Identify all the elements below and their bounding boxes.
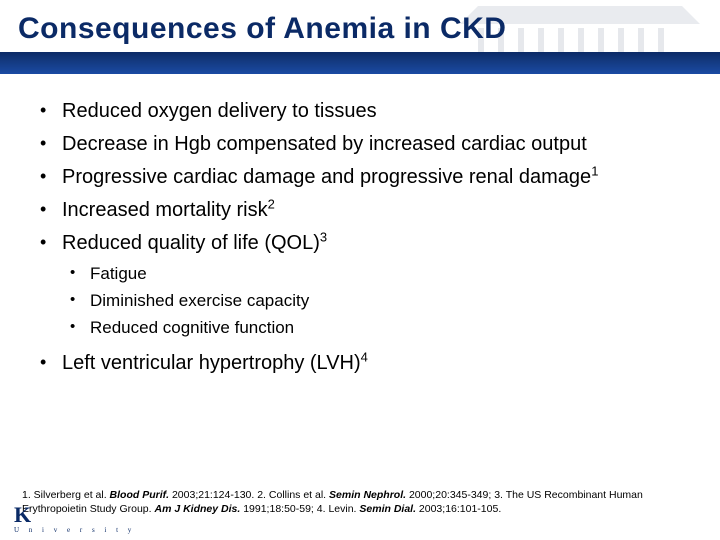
superscript: 3 <box>320 229 327 244</box>
ref-ital: Am J Kidney Dis. <box>155 503 241 515</box>
bullet-list-main: Reduced oxygen delivery to tissues Decre… <box>22 98 698 257</box>
list-item: Increased mortality risk2 <box>22 197 698 224</box>
ref-part: 4. Levin. Semin Dial. 2003;16:101-105. <box>317 503 501 515</box>
list-item: Reduced cognitive function <box>22 317 698 340</box>
ref-ital: Semin Nephrol. <box>329 489 406 501</box>
bullet-text: Reduced cognitive function <box>90 318 294 337</box>
title-bar: Consequences of Anemia in CKD <box>0 0 720 74</box>
ref-tail: 1991;18:50-59; <box>240 503 316 515</box>
logo-subtext: U n i v e r s i t y <box>14 526 135 534</box>
superscript: 1 <box>591 163 598 178</box>
ref-plain: 2. Collins et al. <box>257 489 329 501</box>
bullet-list-sub: Fatigue Diminished exercise capacity Red… <box>22 263 698 340</box>
logo-letter: K <box>14 502 35 527</box>
bullet-text: Fatigue <box>90 264 147 283</box>
list-item: Decrease in Hgb compensated by increased… <box>22 131 698 158</box>
list-item: Left ventricular hypertrophy (LVH)4 <box>22 350 698 377</box>
bullet-text: Left ventricular hypertrophy (LVH) <box>62 352 361 374</box>
ref-plain: 4. Levin. <box>317 503 360 515</box>
list-item: Reduced quality of life (QOL)3 <box>22 230 698 257</box>
list-item: Diminished exercise capacity <box>22 290 698 313</box>
bullet-text: Reduced oxygen delivery to tissues <box>62 100 377 122</box>
ref-ital: Blood Purif. <box>110 489 170 501</box>
ref-plain: 1. Silverberg et al. <box>22 489 110 501</box>
bullet-text: Decrease in Hgb compensated by increased… <box>62 133 587 155</box>
bullet-text: Progressive cardiac damage and progressi… <box>62 166 591 188</box>
content-area: Reduced oxygen delivery to tissues Decre… <box>0 74 720 377</box>
ref-tail: 2003;21:124-130. <box>169 489 257 501</box>
bullet-list-main-continued: Left ventricular hypertrophy (LVH)4 <box>22 350 698 377</box>
list-item: Fatigue <box>22 263 698 286</box>
list-item: Reduced oxygen delivery to tissues <box>22 98 698 125</box>
superscript: 2 <box>268 196 275 211</box>
ref-part: 2. Collins et al. Semin Nephrol. 2000;20… <box>257 489 494 501</box>
bullet-text: Increased mortality risk <box>62 199 268 221</box>
ref-ital: Semin Dial. <box>359 503 416 515</box>
ref-tail: 2000;20:345-349; <box>406 489 494 501</box>
bullet-text: Reduced quality of life (QOL) <box>62 232 320 254</box>
title-underline <box>0 52 720 74</box>
ref-part: 1. Silverberg et al. Blood Purif. 2003;2… <box>22 489 257 501</box>
bullet-text: Diminished exercise capacity <box>90 291 309 310</box>
university-logo: K U n i v e r s i t y <box>14 502 135 534</box>
ref-tail: 2003;16:101-105. <box>416 503 501 515</box>
superscript: 4 <box>361 349 368 364</box>
list-item: Progressive cardiac damage and progressi… <box>22 164 698 191</box>
slide-title: Consequences of Anemia in CKD <box>18 12 506 46</box>
